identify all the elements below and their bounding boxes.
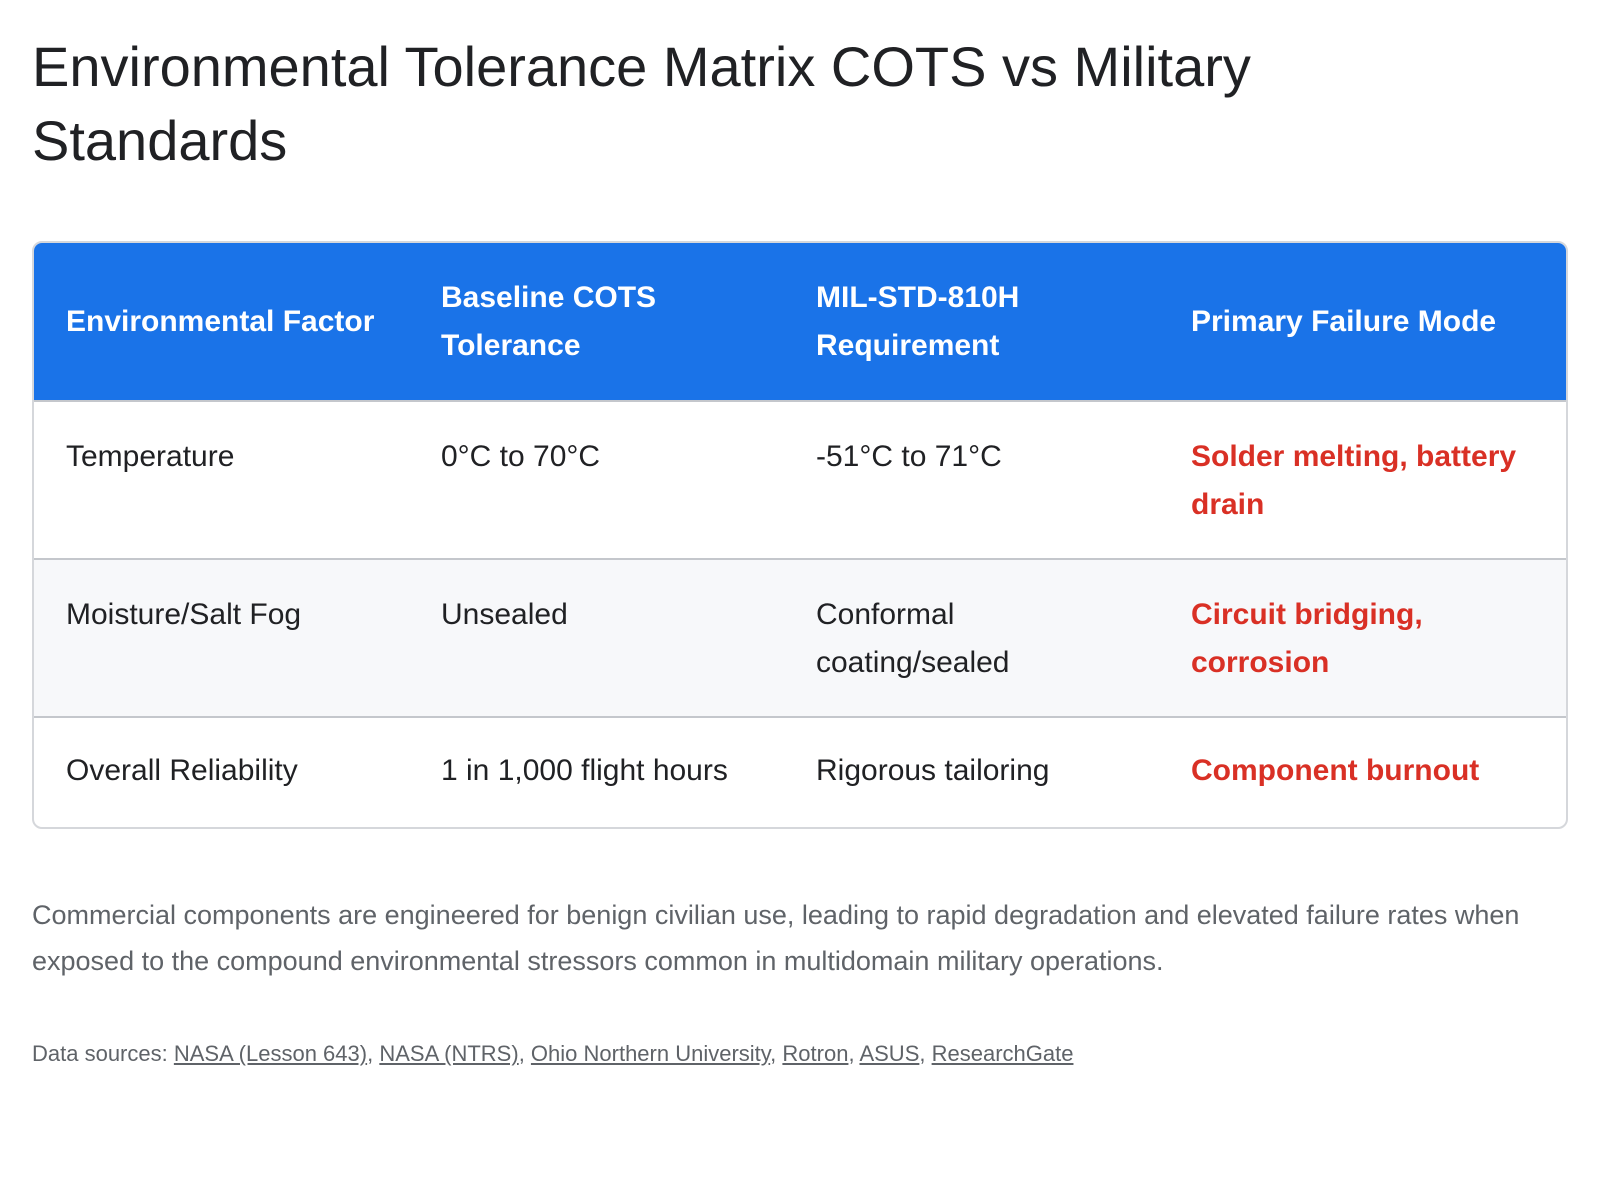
cell-cots-tolerance: 1 in 1,000 flight hours <box>441 754 728 787</box>
page: Environmental Tolerance Matrix COTS vs M… <box>32 30 1568 1066</box>
column-header-primary-failure-mode: Primary Failure Mode <box>1191 304 1497 338</box>
data-sources-label: Data sources: <box>32 1041 168 1066</box>
column-header-environmental-factor: Environmental Factor <box>66 304 375 338</box>
cell-mil-std-requirement: -51°C to 71°C <box>816 440 1002 473</box>
column-header-mil-std-requirement: MIL-STD-810H Requirement <box>816 280 1020 362</box>
table-row: Overall Reliability 1 in 1,000 flight ho… <box>34 717 1566 827</box>
page-title: Environmental Tolerance Matrix COTS vs M… <box>32 35 1251 172</box>
source-link-asus[interactable]: ASUS <box>859 1041 920 1066</box>
cell-environmental-factor: Temperature <box>66 440 235 473</box>
cell-cots-tolerance: 0°C to 70°C <box>441 440 601 473</box>
source-link-ohio-northern-university[interactable]: Ohio Northern University <box>530 1041 771 1066</box>
cell-mil-std-requirement: Rigorous tailoring <box>816 754 1050 787</box>
cell-cots-tolerance: Unsealed <box>441 598 568 631</box>
source-link-researchgate[interactable]: ResearchGate <box>931 1041 1074 1066</box>
table-row: Temperature 0°C to 70°C -51°C to 71°C So… <box>34 401 1566 559</box>
cell-failure-mode: Solder melting, battery drain <box>1191 440 1517 521</box>
table-row: Moisture/Salt Fog Unsealed Conformal coa… <box>34 559 1566 717</box>
cell-failure-mode: Component burnout <box>1191 754 1480 787</box>
cell-mil-std-requirement: Conformal coating/sealed <box>816 598 1010 679</box>
cell-environmental-factor: Moisture/Salt Fog <box>66 598 302 631</box>
source-link-nasa-lesson-643[interactable]: NASA (Lesson 643) <box>173 1041 368 1066</box>
summary-paragraph: Commercial components are engineered for… <box>32 900 1520 976</box>
cell-failure-mode: Circuit bridging, corrosion <box>1191 598 1423 679</box>
data-sources: Data sources: NASA (Lesson 643), NASA (N… <box>32 1041 1074 1066</box>
source-link-rotron[interactable]: Rotron <box>782 1041 849 1066</box>
table-header-row: Environmental Factor Baseline COTS Toler… <box>34 243 1566 401</box>
cell-environmental-factor: Overall Reliability <box>66 754 298 787</box>
column-header-baseline-cots-tolerance: Baseline COTS Tolerance <box>441 280 657 362</box>
tolerance-matrix-table: Environmental Factor Baseline COTS Toler… <box>32 241 1568 829</box>
source-link-nasa-ntrs[interactable]: NASA (NTRS) <box>379 1041 519 1066</box>
